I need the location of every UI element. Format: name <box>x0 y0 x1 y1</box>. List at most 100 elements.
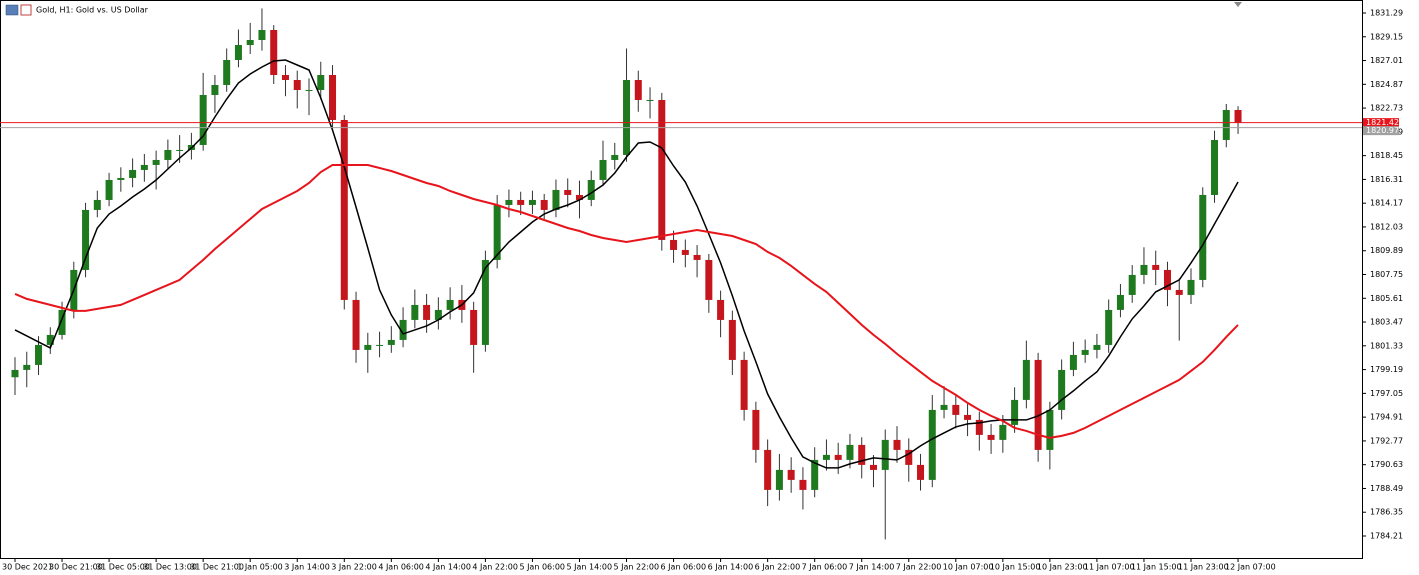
y-tick-label: 1794.91 <box>1370 413 1403 422</box>
candle-body <box>387 339 395 345</box>
candle-body <box>858 444 866 465</box>
price-label-box <box>1363 126 1399 136</box>
y-tick-label: 1807.75 <box>1370 270 1403 279</box>
y-tick-label: 1786.35 <box>1370 508 1403 517</box>
candle-body <box>1011 399 1019 425</box>
candle-body <box>752 409 760 450</box>
candle-body <box>1163 269 1171 290</box>
candle-body <box>799 479 807 490</box>
candle-body <box>305 89 313 91</box>
candle-body <box>340 119 348 300</box>
x-tick-label: 10 Jan 15:00 <box>990 563 1041 572</box>
y-tick-label: 1831.29 <box>1370 8 1403 17</box>
candle-body <box>834 454 842 460</box>
candle-body <box>1222 109 1230 140</box>
x-tick-label: 12 Jan 07:00 <box>1225 563 1276 572</box>
shift-marker <box>1234 2 1242 7</box>
candle-body <box>270 29 278 75</box>
candle-body <box>46 334 54 345</box>
candle-body <box>11 369 19 378</box>
x-tick-label: 6 Jan 22:00 <box>755 563 801 572</box>
plot-frame <box>0 0 1363 559</box>
x-tick-label: 4 Jan 14:00 <box>425 563 471 572</box>
y-tick-label: 1824.87 <box>1370 80 1403 89</box>
candle-body <box>528 199 536 205</box>
candle-body <box>35 344 43 365</box>
candle-body <box>223 59 231 85</box>
y-tick-label: 1803.47 <box>1370 318 1403 327</box>
candle-body <box>211 84 219 95</box>
y-tick-label: 1814.17 <box>1370 199 1403 208</box>
candle-body <box>587 179 595 200</box>
candle-body <box>434 309 442 320</box>
candle-body <box>93 199 101 210</box>
y-tick-label: 1818.45 <box>1370 151 1403 160</box>
candle-body <box>564 189 572 195</box>
candle-body <box>470 309 478 345</box>
candle-body <box>1199 194 1207 280</box>
y-tick-label: 1801.33 <box>1370 341 1403 350</box>
x-tick-label: 7 Jan 22:00 <box>896 563 942 572</box>
x-tick-label: 11 Jan 23:00 <box>1178 563 1229 572</box>
x-tick-label: 5 Jan 06:00 <box>519 563 565 572</box>
candle-body <box>940 404 948 410</box>
candle-body <box>717 299 725 320</box>
candle-body <box>364 344 372 350</box>
candle-body <box>1081 349 1089 355</box>
candle-body <box>681 249 689 255</box>
x-tick-label: 1 Jan 05:00 <box>237 563 283 572</box>
candle-body <box>869 464 877 470</box>
candle-body <box>658 99 666 240</box>
y-tick-label: 1822.73 <box>1370 104 1403 113</box>
x-tick-label: 31 Dec 13:00 <box>143 563 197 572</box>
candle-body <box>1022 359 1030 400</box>
x-tick-label: 7 Jan 14:00 <box>849 563 895 572</box>
x-tick-label: 30 Dec 21:00 <box>49 563 103 572</box>
x-tick-label: 10 Jan 07:00 <box>943 563 994 572</box>
candle-body <box>234 44 242 60</box>
x-tick-label: 31 Dec 05:00 <box>96 563 150 572</box>
y-tick-label: 1784.21 <box>1370 532 1403 541</box>
candle-body <box>258 29 266 40</box>
candle-body <box>23 364 31 370</box>
candle-body <box>611 154 619 160</box>
price-label: 1820.97 <box>1366 126 1399 135</box>
y-tick-label: 1812.03 <box>1370 222 1403 231</box>
candle-body <box>105 179 113 200</box>
candle-body <box>846 444 854 460</box>
candle-body <box>281 74 289 80</box>
candle-body <box>199 94 207 145</box>
x-tick-label: 7 Jan 06:00 <box>802 563 848 572</box>
candle-body <box>58 309 66 335</box>
candle-body <box>505 199 513 205</box>
candle-body <box>987 434 995 440</box>
x-tick-label: 30 Dec 2021 <box>2 563 53 572</box>
x-tick-label: 11 Jan 07:00 <box>1084 563 1135 572</box>
candle-body <box>917 464 925 480</box>
candle-body <box>999 424 1007 440</box>
price-label-box <box>1363 118 1399 128</box>
candle-body <box>552 189 560 210</box>
candle-body <box>1211 139 1219 195</box>
x-tick-label: 6 Jan 14:00 <box>708 563 754 572</box>
y-tick-label: 1829.15 <box>1370 32 1403 41</box>
candle-body <box>693 254 701 260</box>
candle-body <box>740 359 748 410</box>
candle-body <box>176 149 184 151</box>
candle-body <box>540 199 548 210</box>
y-tick-label: 1790.63 <box>1370 460 1403 469</box>
y-tick-label: 1799.19 <box>1370 365 1403 374</box>
candle-body <box>352 299 360 350</box>
candle-body <box>293 79 301 90</box>
candle-body <box>623 79 631 155</box>
candle-body <box>140 164 148 170</box>
candle-body <box>787 469 795 480</box>
x-tick-label: 3 Jan 22:00 <box>331 563 377 572</box>
candle-body <box>670 239 678 250</box>
x-tick-label: 5 Jan 14:00 <box>566 563 612 572</box>
candle-body <box>1046 409 1054 450</box>
candle-body <box>893 439 901 450</box>
candle-body <box>152 159 160 165</box>
